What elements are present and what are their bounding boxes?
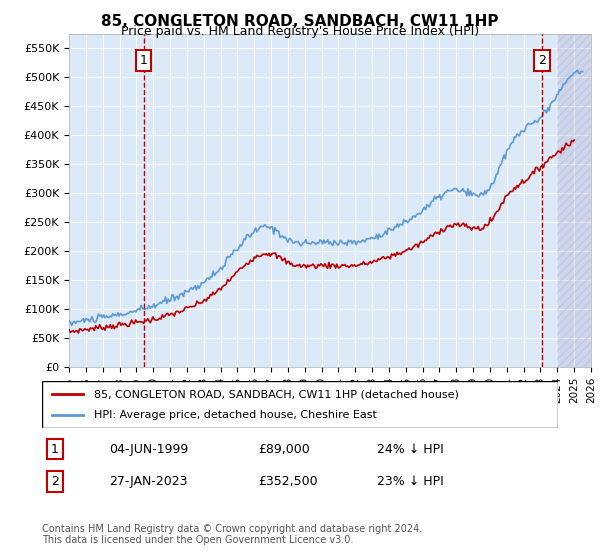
Text: 1: 1 bbox=[140, 54, 148, 67]
Text: 27-JAN-2023: 27-JAN-2023 bbox=[109, 475, 188, 488]
Text: 85, CONGLETON ROAD, SANDBACH, CW11 1HP (detached house): 85, CONGLETON ROAD, SANDBACH, CW11 1HP (… bbox=[94, 389, 458, 399]
FancyBboxPatch shape bbox=[42, 381, 558, 428]
Text: 04-JUN-1999: 04-JUN-1999 bbox=[109, 442, 188, 456]
Bar bbox=[557, 34, 591, 367]
Text: 85, CONGLETON ROAD, SANDBACH, CW11 1HP: 85, CONGLETON ROAD, SANDBACH, CW11 1HP bbox=[101, 14, 499, 29]
Text: £89,000: £89,000 bbox=[259, 442, 310, 456]
Text: HPI: Average price, detached house, Cheshire East: HPI: Average price, detached house, Ches… bbox=[94, 410, 376, 420]
Text: Price paid vs. HM Land Registry's House Price Index (HPI): Price paid vs. HM Land Registry's House … bbox=[121, 25, 479, 38]
Text: 1: 1 bbox=[51, 442, 59, 456]
Text: 24% ↓ HPI: 24% ↓ HPI bbox=[377, 442, 444, 456]
Text: £352,500: £352,500 bbox=[259, 475, 319, 488]
Text: 2: 2 bbox=[538, 54, 546, 67]
Text: 2: 2 bbox=[51, 475, 59, 488]
Text: 23% ↓ HPI: 23% ↓ HPI bbox=[377, 475, 444, 488]
Text: Contains HM Land Registry data © Crown copyright and database right 2024.
This d: Contains HM Land Registry data © Crown c… bbox=[42, 524, 422, 545]
